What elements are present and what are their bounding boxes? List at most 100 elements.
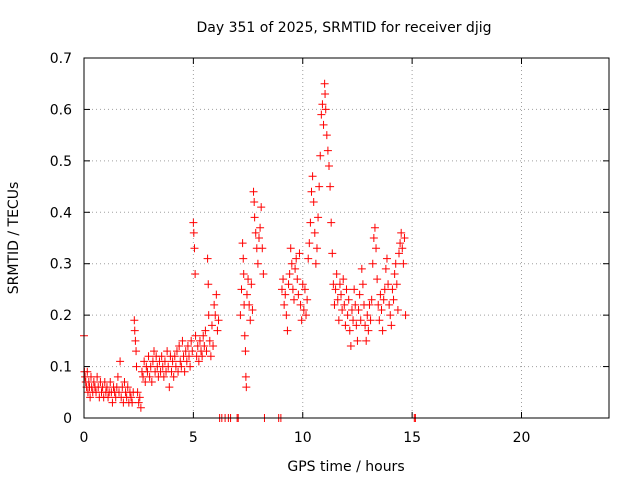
- grid-lines: [84, 58, 609, 418]
- data-point: [135, 393, 144, 402]
- data-point: [133, 388, 142, 397]
- data-point: [311, 259, 320, 268]
- data-point: [257, 203, 266, 212]
- x-tick-labels: 0 5 10 15 20: [80, 430, 531, 446]
- data-point: [244, 275, 253, 284]
- data-point: [328, 249, 337, 258]
- data-point: [367, 295, 376, 304]
- chart-title: Day 351 of 2025, SRMTID for receiver dji…: [197, 20, 492, 36]
- data-point: [315, 182, 324, 191]
- data-point: [327, 218, 336, 227]
- data-point: [294, 290, 303, 299]
- data-point: [391, 259, 400, 268]
- data-point: [202, 347, 211, 356]
- data-point: [331, 285, 340, 294]
- data-point: [389, 295, 398, 304]
- data-point: [241, 347, 250, 356]
- data-point: [123, 383, 132, 392]
- data-point: [157, 352, 166, 361]
- data-point: [298, 280, 307, 289]
- x-tick-label: 0: [80, 430, 89, 446]
- data-point: [369, 234, 378, 242]
- data-point: [195, 336, 204, 345]
- data-point: [320, 79, 329, 88]
- data-point: [316, 151, 325, 160]
- data-point: [160, 357, 169, 366]
- data-point: [401, 311, 410, 320]
- data-point: [337, 290, 346, 299]
- data-point: [127, 393, 136, 402]
- data-point: [190, 244, 199, 253]
- data-point: [355, 290, 364, 299]
- data-point: [387, 321, 396, 330]
- data-point: [340, 300, 349, 309]
- data-point: [238, 239, 247, 248]
- data-point: [180, 367, 189, 376]
- data-point: [245, 300, 254, 309]
- data-point: [251, 228, 260, 237]
- data-point: [297, 316, 306, 325]
- data-point: [187, 336, 196, 345]
- data-point: [212, 290, 221, 299]
- data-point: [372, 244, 381, 253]
- data-point: [199, 331, 208, 340]
- data-point: [286, 244, 295, 253]
- data-point: [306, 218, 315, 227]
- data-point: [279, 275, 288, 284]
- y-tick-label: 0.6: [50, 102, 72, 118]
- data-point: [342, 285, 351, 294]
- data-point: [378, 326, 387, 335]
- data-point: [332, 270, 341, 278]
- data-point: [357, 264, 366, 273]
- data-point: [249, 187, 258, 196]
- data-point: [191, 331, 200, 340]
- data-point: [150, 347, 158, 356]
- data-point: [309, 198, 318, 206]
- data-point: [323, 146, 332, 155]
- data-point: [282, 311, 291, 320]
- data-point: [256, 223, 265, 232]
- data-point: [351, 300, 360, 309]
- y-tick-label: 0: [63, 411, 72, 427]
- data-point: [93, 372, 102, 381]
- data-point: [386, 311, 395, 320]
- data-point: [354, 306, 363, 314]
- data-point: [392, 280, 401, 289]
- data-point: [284, 280, 293, 289]
- data-point: [200, 342, 209, 350]
- data-point: [130, 316, 139, 325]
- data-point: [314, 213, 323, 222]
- data-point: [280, 300, 289, 309]
- data-point: [308, 172, 317, 181]
- data-point: [373, 275, 382, 284]
- data-point: [186, 362, 195, 371]
- data-point: [253, 259, 262, 268]
- data-point: [163, 347, 172, 356]
- data-point: [172, 347, 181, 356]
- data-point: [398, 244, 407, 253]
- data-point: [377, 306, 386, 314]
- data-point: [213, 326, 222, 335]
- data-point: [335, 280, 344, 289]
- data-point: [106, 378, 115, 386]
- data-point: [287, 259, 296, 268]
- y-tick-label: 0.7: [50, 51, 72, 67]
- y-tick-labels: 0 0.1 0.2 0.3 0.4 0.5 0.6 0.7: [50, 51, 72, 427]
- y-tick-label: 0.4: [50, 205, 72, 221]
- data-point: [330, 300, 339, 309]
- data-point: [201, 326, 210, 335]
- data-point: [147, 378, 156, 386]
- data-point: [277, 285, 286, 294]
- data-point: [299, 306, 308, 314]
- data-point: [345, 326, 354, 335]
- data-point: [296, 300, 305, 309]
- data-point: [255, 234, 263, 242]
- data-point: [177, 362, 186, 371]
- data-point: [303, 295, 312, 304]
- data-point: [285, 270, 294, 278]
- data-point: [307, 187, 316, 196]
- y-tick-label: 0.2: [50, 308, 72, 324]
- data-point: [382, 254, 391, 263]
- data-point: [83, 367, 92, 376]
- y-axis-title: SRMTID / TECUs: [6, 182, 22, 295]
